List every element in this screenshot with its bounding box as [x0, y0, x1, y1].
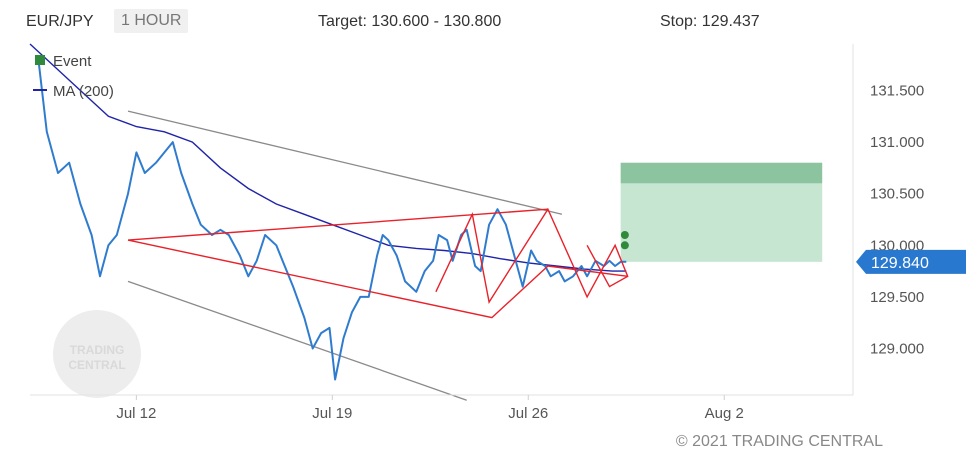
- y-tick-label: 130.500: [870, 186, 924, 203]
- copyright-label: © 2021 TRADING CENTRAL: [675, 433, 883, 450]
- pattern-line-2: [127, 208, 548, 241]
- watermark-line1: TRADING: [70, 343, 125, 357]
- event-marker-1: [620, 230, 629, 239]
- channel-line-2: [127, 280, 467, 401]
- target-band: [620, 162, 823, 184]
- y-tick-label: 129.500: [870, 289, 924, 306]
- x-tick-label: Jul 19: [312, 405, 352, 422]
- watermark-circle: [53, 310, 141, 398]
- event-marker-2: [620, 241, 629, 250]
- trading-central-watermark: TRADING CENTRAL: [53, 310, 141, 398]
- y-tick-label: 131.000: [870, 134, 924, 151]
- pattern-line-3: [435, 207, 629, 304]
- y-tick-label: 131.500: [870, 82, 924, 99]
- legend-label-ma: MA (200): [53, 83, 114, 100]
- legend-label-event: Event: [53, 53, 92, 70]
- chart-header: EUR/JPY 1 HOUR Target: 130.600 - 130.800…: [0, 0, 968, 44]
- target-label: Target: 130.600 - 130.800: [318, 13, 502, 30]
- channel-line-1: [127, 110, 563, 215]
- timeframe-button[interactable]: 1 HOUR: [114, 9, 189, 33]
- last-price-flag: 129.840: [856, 249, 966, 274]
- x-tick-label: Jul 12: [116, 405, 156, 422]
- x-tick-label: Aug 2: [705, 405, 744, 422]
- watermark-line2: CENTRAL: [68, 358, 125, 372]
- stop-label: Stop: 129.437: [660, 13, 760, 30]
- price-flag-shape: [856, 249, 966, 274]
- price-flag-value: 129.840: [871, 255, 929, 272]
- pattern-line-1: [127, 239, 628, 319]
- chart-legend: Event MA (200): [33, 53, 114, 100]
- square-marker-icon: [35, 55, 45, 65]
- y-tick-label: 129.000: [870, 341, 924, 358]
- symbol-label: EUR/JPY: [26, 13, 94, 30]
- target-zone: [620, 183, 823, 262]
- ma-200-line: [29, 43, 627, 272]
- x-tick-label: Jul 26: [508, 405, 548, 422]
